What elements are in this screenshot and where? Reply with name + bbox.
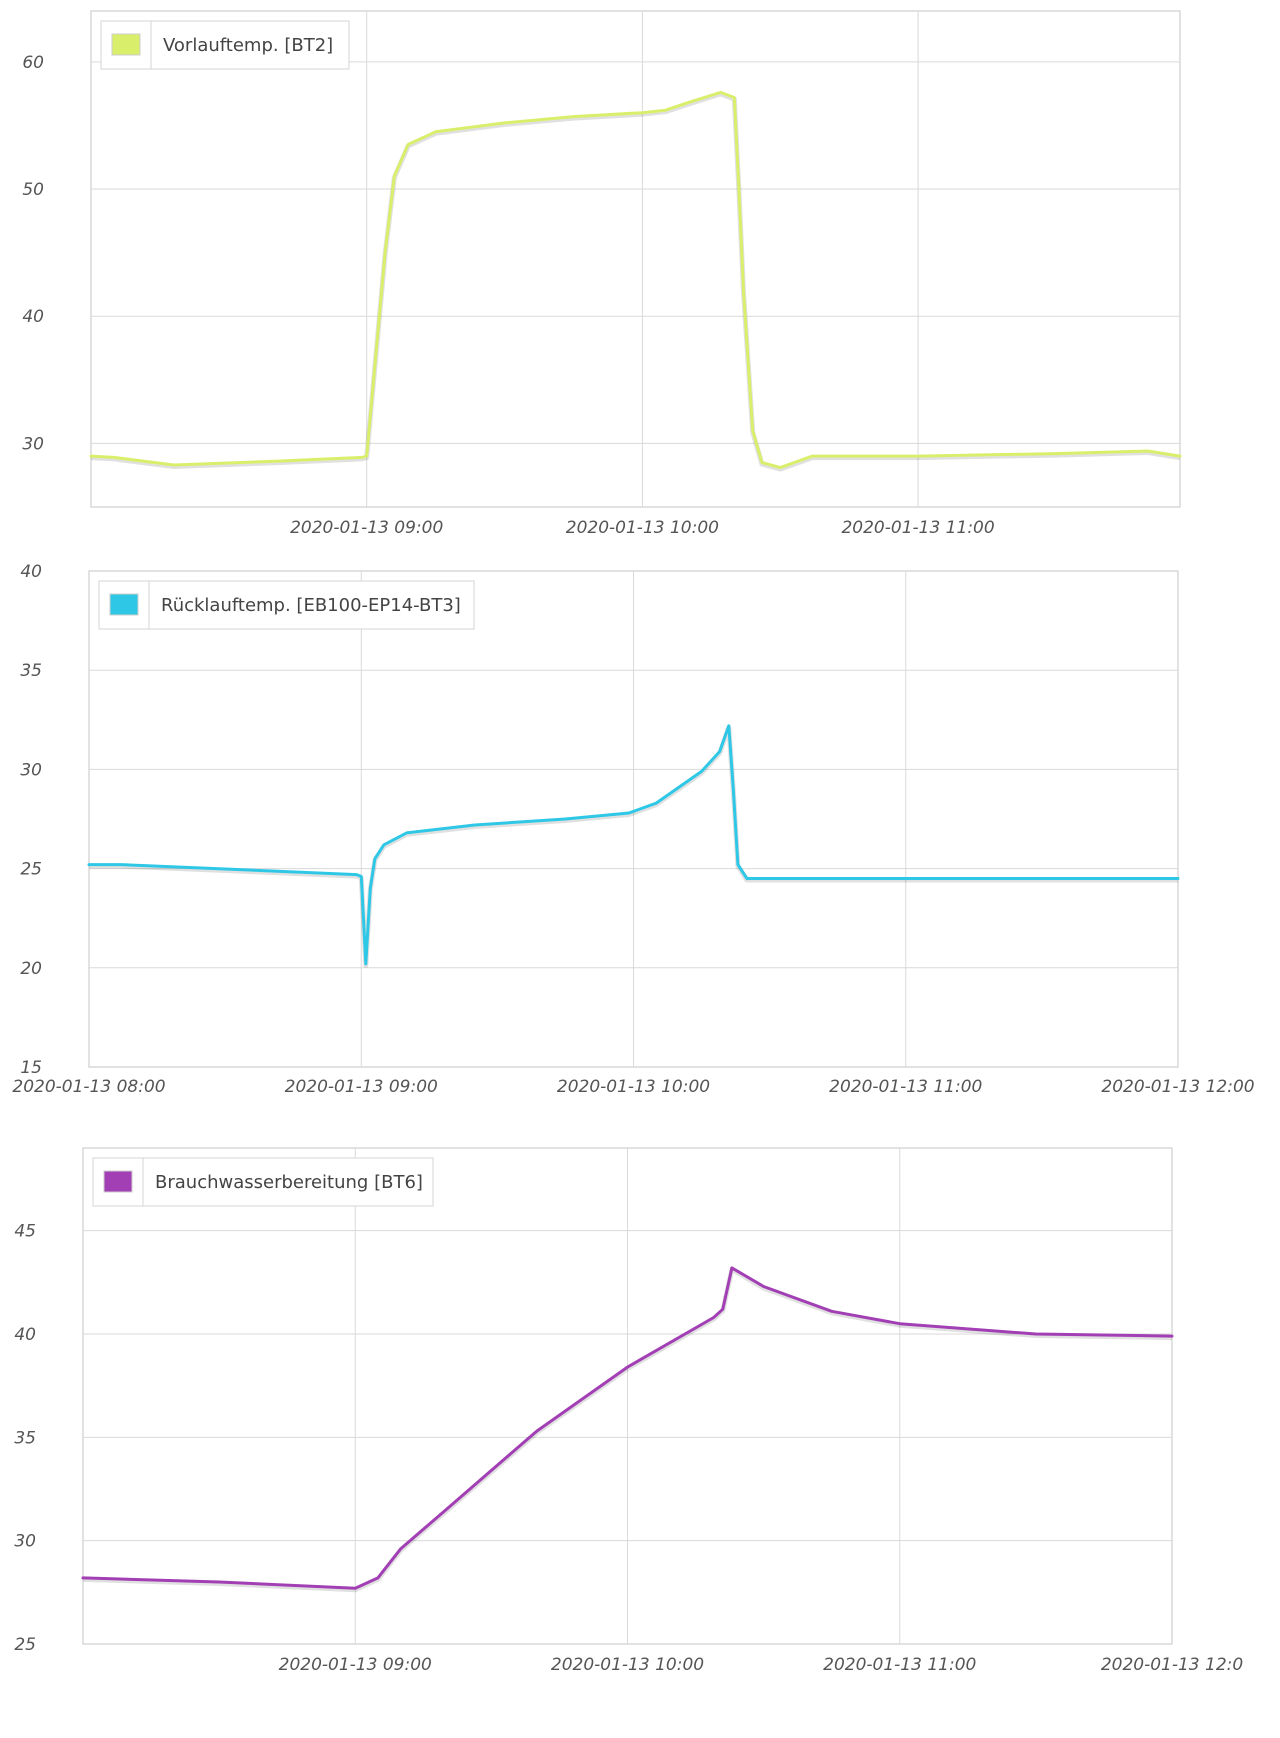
chart-3: 45 40 35 30 25 2020-01-13 09:00 2020-01-13 10:…: [14, 1147, 1243, 1675]
legend: Vorlauftemp. [BT2]: [100, 20, 350, 70]
y-tick-label: 50: [22, 180, 44, 200]
x-tick-label: 2020-01-13 09:00: [290, 518, 443, 538]
x-tick-label: 2020-01-13 10:00: [551, 1655, 704, 1675]
y-tick-label: 45: [14, 1222, 36, 1242]
y-tick-label: 25: [20, 860, 42, 880]
x-tick-label: 2020-01-13 12:0: [1101, 1655, 1243, 1675]
y-tick-label: 15: [20, 1058, 42, 1078]
legend: Rücklauftemp. [EB100-EP14-BT3]: [98, 580, 475, 630]
x-tick-label: 2020-01-13 10:00: [557, 1077, 710, 1097]
legend-swatch: [103, 1170, 133, 1193]
y-tick-label: 25: [14, 1635, 36, 1655]
series-line: [89, 90, 1182, 470]
legend-swatch: [111, 33, 141, 56]
series-line: [87, 724, 1180, 966]
legend-box: [98, 580, 475, 630]
legend-box: [100, 20, 350, 70]
plot-frame: [90, 10, 1181, 508]
y-tick-label: 35: [20, 661, 42, 681]
legend-swatch: [109, 593, 139, 616]
x-tick-label: 2020-01-13 11:00: [829, 1077, 982, 1097]
legend-label: Vorlauftemp. [BT2]: [163, 35, 333, 56]
x-tick-label: 2020-01-13 09:00: [285, 1077, 438, 1097]
y-tick-label: 40: [14, 1325, 36, 1345]
y-tick-label: 30: [14, 1532, 36, 1552]
legend-label: Rücklauftemp. [EB100-EP14-BT3]: [161, 595, 461, 616]
y-tick-label: 35: [14, 1428, 36, 1448]
legend-label: Brauchwasserbereitung [BT6]: [155, 1172, 423, 1193]
x-tick-label: 2020-01-13 08:00: [12, 1077, 165, 1097]
y-tick-label: 40: [22, 307, 44, 327]
x-tick-label: 2020-01-13 10:00: [566, 518, 719, 538]
chart-1: 60 50 40 30 2020-01-13 09:00 2020-01-13 10:00…: [22, 10, 1182, 538]
legend: Brauchwasserbereitung [BT6]: [92, 1157, 434, 1207]
y-tick-label: 30: [22, 434, 44, 454]
x-tick-label: 2020-01-13 09:00: [279, 1655, 432, 1675]
y-tick-label: 40: [20, 562, 42, 582]
x-tick-label: 2020-01-13 12:00: [1101, 1077, 1254, 1097]
series-line: [81, 1266, 1174, 1590]
y-tick-label: 60: [22, 53, 44, 73]
legend-box: [92, 1157, 434, 1207]
y-tick-label: 20: [20, 959, 42, 979]
y-tick-label: 30: [20, 760, 42, 780]
x-tick-label: 2020-01-13 11:00: [841, 518, 994, 538]
x-tick-label: 2020-01-13 11:00: [823, 1655, 976, 1675]
